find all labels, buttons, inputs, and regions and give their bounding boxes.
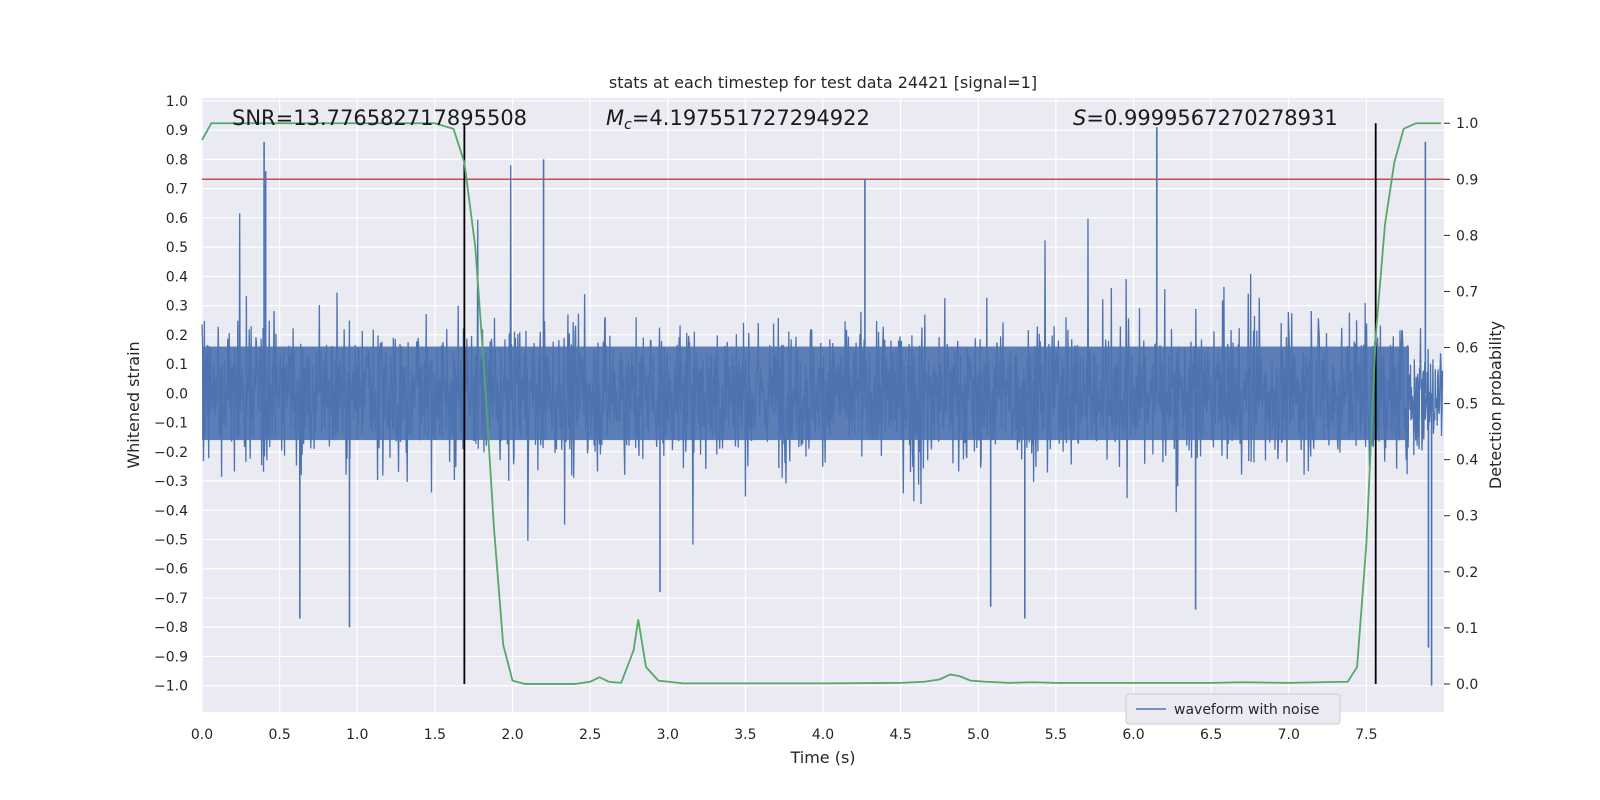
- legend-box: [1125, 693, 1341, 725]
- y-left-tick-label: −0.8: [154, 620, 188, 636]
- y-left-tick-labels: 1.0 0.9 0.8 0.7 0.6 0.5 0.4 0.3 0.2 0.1 0.0 −0.1 −0.…: [154, 94, 188, 695]
- y-left-tick-label: −1.0: [154, 679, 188, 695]
- chirp-mass-annotation: Mc=4.197551727294922: [606, 106, 870, 133]
- y-right-tick-labels: 1.0 0.9 0.8 0.7 0.6 0.5 0.4 0.3 0.2 0.1 0.0: [1444, 116, 1478, 693]
- x-axis-label: Time (s): [789, 748, 855, 767]
- waveform-with-noise-series: [201, 165, 1444, 545]
- x-tick-label: 7.0: [1278, 727, 1300, 743]
- y-left-tick-label: −0.6: [154, 562, 188, 578]
- x-tick-label: 0.5: [268, 727, 290, 743]
- y-left-tick-label: −0.3: [154, 474, 188, 490]
- y-left-tick-label: 0.5: [166, 240, 188, 256]
- y-right-tick-label: 0.8: [1456, 228, 1478, 244]
- chirp-mass-value: =4.197551727294922: [632, 106, 870, 130]
- y-left-tick-label: −0.7: [154, 591, 188, 607]
- x-tick-label: 7.5: [1355, 727, 1377, 743]
- legend: waveform with noise: [1125, 693, 1341, 725]
- s-symbol: S: [1073, 106, 1086, 130]
- y-right-tick-label: 0.6: [1456, 341, 1478, 357]
- x-tick-label: 4.0: [812, 727, 834, 743]
- legend-label-waveform: waveform with noise: [1174, 702, 1319, 718]
- y-axis-label-left: Whitened strain: [124, 341, 143, 468]
- detection-probability-line: [201, 122, 1441, 685]
- y-left-tick-label: 0.4: [166, 269, 188, 285]
- y-right-tick-label: 0.1: [1456, 621, 1478, 637]
- y-left-tick-label: −0.4: [154, 503, 188, 519]
- waveform-core: [202, 346, 1409, 441]
- x-tick-label: 0.0: [191, 727, 213, 743]
- x-tick-label: 2.5: [579, 727, 601, 743]
- y-left-tick-label: 0.7: [166, 182, 188, 198]
- x-tick-label: 6.0: [1122, 727, 1144, 743]
- y-left-tick-label: 0.9: [166, 123, 188, 139]
- y-left-tick-label: −0.5: [154, 532, 188, 548]
- x-tick-label: 6.5: [1200, 727, 1222, 743]
- y-left-tick-label: −0.9: [154, 649, 188, 665]
- y-right-tick-label: 0.3: [1456, 509, 1478, 525]
- detection-statistic-annotation: S=0.9999567270278931: [1073, 106, 1338, 130]
- x-tick-label: 3.5: [734, 727, 756, 743]
- x-tick-label: 5.5: [1045, 727, 1067, 743]
- x-tick-label: 5.0: [967, 727, 989, 743]
- y-left-tick-label: 1.0: [166, 94, 188, 110]
- x-tick-labels: 0.0 0.5 1.0 1.5 2.0 2.5 3.0 3.5 4.0 4.5 5.0 5.5 6.0 6…: [191, 727, 1378, 743]
- x-tick-label: 4.5: [889, 727, 911, 743]
- y-left-tick-label: 0.3: [166, 299, 188, 315]
- y-right-tick-label: 1.0: [1456, 116, 1478, 132]
- y-right-tick-label: 0.9: [1456, 172, 1478, 188]
- markers: [201, 122, 1444, 685]
- s-value: =0.9999567270278931: [1086, 106, 1337, 130]
- y-right-tick-label: 0.4: [1456, 453, 1478, 469]
- chirp-mass-symbol: M: [606, 106, 624, 130]
- y-axis-label-right: Detection probability: [1486, 321, 1505, 489]
- y-left-tick-label: 0.8: [166, 152, 188, 168]
- y-right-tick-label: 0.5: [1456, 397, 1478, 413]
- y-left-tick-label: −0.2: [154, 445, 188, 461]
- x-tick-label: 2.0: [501, 727, 523, 743]
- y-left-tick-label: 0.6: [166, 211, 188, 227]
- x-tick-label: 1.0: [346, 727, 368, 743]
- y-left-tick-label: 0.0: [166, 386, 188, 402]
- y-right-tick-label: 0.0: [1456, 677, 1478, 693]
- chirp-mass-subscript: c: [624, 117, 632, 133]
- waveform-spikes: [263, 127, 1433, 686]
- chart-title: stats at each timestep for test data 244…: [609, 73, 1037, 92]
- y-right-tick-label: 0.2: [1456, 565, 1478, 581]
- y-left-tick-label: 0.2: [166, 328, 188, 344]
- x-tick-label: 1.5: [424, 727, 446, 743]
- snr-annotation: SNR=13.776582717895508: [232, 106, 527, 130]
- y-left-tick-label: 0.1: [166, 357, 188, 373]
- y-right-tick-label: 0.7: [1456, 284, 1478, 300]
- x-tick-label: 3.0: [657, 727, 679, 743]
- y-left-tick-label: −0.1: [154, 416, 188, 432]
